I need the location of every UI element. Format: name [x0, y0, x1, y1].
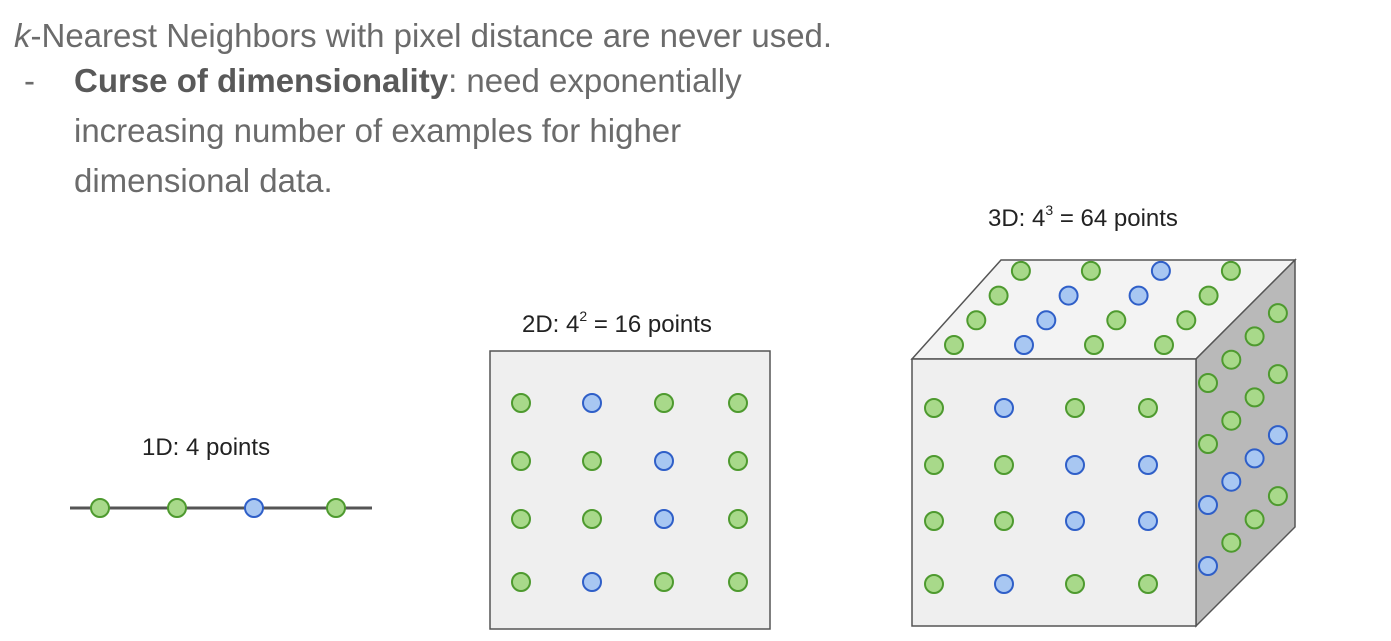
point-3d-side-green — [1221, 349, 1242, 370]
label-3d-exponent: 3 — [1045, 202, 1053, 218]
point-3d-front-green — [1138, 574, 1158, 594]
point-3d-side-green — [1244, 326, 1265, 347]
point-2d-green — [654, 393, 674, 413]
point-3d-side-blue — [1267, 425, 1288, 446]
point-3d-top-green — [1010, 260, 1031, 281]
point-3d-side-blue — [1244, 448, 1265, 469]
point-2d-green — [728, 451, 748, 471]
point-3d-front-green — [924, 455, 944, 475]
point-3d-front-green — [924, 574, 944, 594]
point-3d-top-green — [1198, 285, 1219, 306]
point-1d-green — [167, 498, 187, 518]
point-2d-green — [511, 393, 531, 413]
point-3d-top-green — [1084, 335, 1104, 355]
point-3d-front-green — [1065, 574, 1085, 594]
point-3d-top-green — [1220, 260, 1241, 281]
points-3d-side — [1198, 303, 1288, 576]
bullet-text: : need exponentially increasing number o… — [74, 62, 742, 199]
point-3d-top-green — [966, 310, 987, 331]
point-3d-top-green — [1176, 310, 1197, 331]
point-2d-blue — [582, 572, 602, 592]
point-3d-top-green — [988, 285, 1009, 306]
point-2d-blue — [654, 509, 674, 529]
point-3d-front-blue — [1065, 455, 1085, 475]
point-3d-front-green — [924, 398, 944, 418]
label-3d-suffix: = 64 points — [1053, 205, 1178, 232]
point-3d-front-blue — [994, 574, 1014, 594]
point-2d-green — [728, 572, 748, 592]
point-3d-front-green — [994, 511, 1014, 531]
point-1d-blue — [244, 498, 264, 518]
point-2d-green — [511, 509, 531, 529]
bullet-body: Curse of dimensionality: need exponentia… — [74, 56, 794, 206]
label-2d: 2D: 42 = 16 points — [522, 308, 712, 338]
point-3d-top-blue — [1036, 310, 1057, 331]
headline: k-Nearest Neighbors with pixel distance … — [14, 14, 832, 58]
point-1d-green — [90, 498, 110, 518]
label-1d: 1D: 4 points — [142, 434, 270, 461]
point-2d-blue — [582, 393, 602, 413]
point-3d-top-blue — [1128, 285, 1149, 306]
headline-k: k — [14, 17, 31, 54]
points-2d — [511, 393, 748, 592]
point-3d-top-green — [944, 335, 964, 355]
point-3d-top-green — [1154, 335, 1174, 355]
point-3d-side-green — [1267, 364, 1288, 385]
label-3d-prefix: 3D: 4 — [988, 205, 1045, 232]
headline-rest: -Nearest Neighbors with pixel distance a… — [30, 17, 833, 54]
point-3d-front-blue — [994, 398, 1014, 418]
point-3d-side-green — [1221, 410, 1242, 431]
label-3d: 3D: 43 = 64 points — [988, 202, 1178, 232]
points-1d — [90, 498, 346, 518]
point-2d-green — [511, 572, 531, 592]
point-3d-side-green — [1244, 509, 1265, 530]
square-2d — [489, 350, 771, 630]
point-3d-front-blue — [1138, 455, 1158, 475]
point-3d-side-green — [1267, 303, 1288, 324]
point-3d-side-green — [1244, 387, 1265, 408]
point-3d-top-blue — [1150, 260, 1171, 281]
point-3d-front-blue — [1138, 511, 1158, 531]
point-1d-green — [326, 498, 346, 518]
point-2d-green — [728, 509, 748, 529]
point-3d-front-green — [1065, 398, 1085, 418]
point-3d-side-blue — [1198, 556, 1218, 576]
point-3d-front-green — [924, 511, 944, 531]
point-2d-green — [582, 509, 602, 529]
points-3d-top — [944, 260, 1241, 355]
point-3d-side-blue — [1221, 471, 1242, 492]
point-3d-side-green — [1198, 434, 1218, 454]
bullet-bold-term: Curse of dimensionality — [74, 62, 449, 99]
label-2d-exponent: 2 — [579, 308, 587, 324]
point-2d-green — [582, 451, 602, 471]
label-2d-suffix: = 16 points — [587, 311, 712, 338]
slide-text: k-Nearest Neighbors with pixel distance … — [14, 14, 832, 58]
point-3d-side-green — [1221, 532, 1242, 553]
point-3d-front-green — [1138, 398, 1158, 418]
point-2d-green — [728, 393, 748, 413]
label-2d-prefix: 2D: 4 — [522, 311, 579, 338]
point-3d-side-green — [1267, 486, 1288, 507]
bullet-dash: - — [24, 62, 35, 99]
point-3d-top-green — [1080, 260, 1101, 281]
point-3d-front-blue — [1065, 511, 1085, 531]
point-3d-side-green — [1198, 373, 1218, 393]
points-3d-front — [924, 398, 1158, 594]
point-3d-top-blue — [1014, 335, 1034, 355]
point-3d-front-green — [994, 455, 1014, 475]
point-2d-blue — [654, 451, 674, 471]
point-3d-top-green — [1106, 310, 1127, 331]
point-2d-green — [511, 451, 531, 471]
point-2d-green — [654, 572, 674, 592]
point-3d-top-blue — [1058, 285, 1079, 306]
point-3d-side-blue — [1198, 495, 1218, 515]
